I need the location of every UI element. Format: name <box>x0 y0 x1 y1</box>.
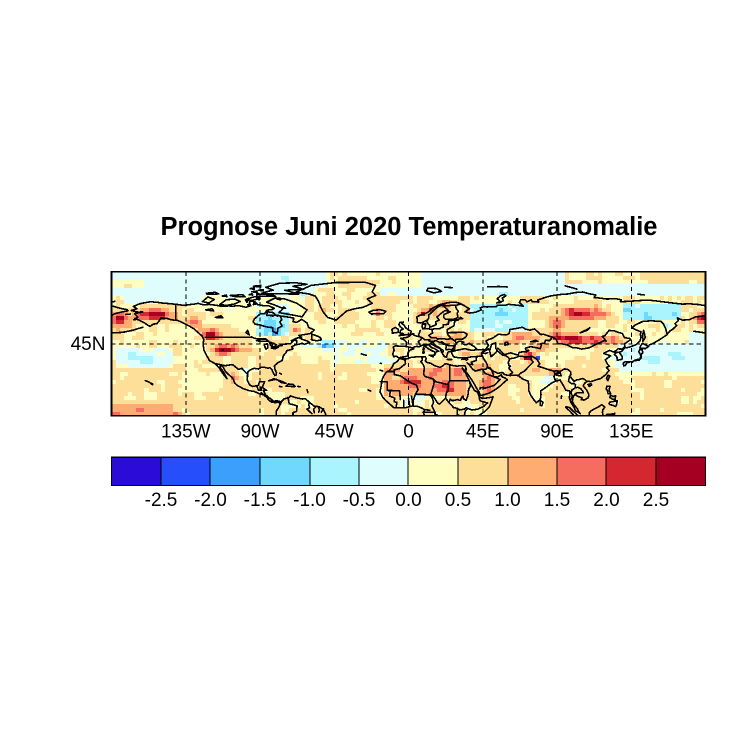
svg-text:1.0: 1.0 <box>494 490 520 511</box>
svg-text:90E: 90E <box>540 422 574 443</box>
svg-text:0: 0 <box>403 422 414 443</box>
svg-text:2.0: 2.0 <box>593 490 619 511</box>
svg-text:-2.5: -2.5 <box>145 490 178 511</box>
svg-text:45W: 45W <box>315 422 354 443</box>
svg-text:-1.5: -1.5 <box>244 490 277 511</box>
svg-text:135E: 135E <box>609 422 653 443</box>
svg-text:Prognose Juni 2020 Temperatura: Prognose Juni 2020 Temperaturanomalie <box>161 213 658 241</box>
svg-text:90W: 90W <box>240 422 279 443</box>
svg-text:-2.0: -2.0 <box>194 490 227 511</box>
svg-text:2.5: 2.5 <box>643 490 669 511</box>
svg-text:-0.5: -0.5 <box>343 490 376 511</box>
svg-text:135W: 135W <box>161 422 211 443</box>
svg-text:1.5: 1.5 <box>544 490 570 511</box>
svg-text:45E: 45E <box>466 422 500 443</box>
svg-text:-1.0: -1.0 <box>293 490 326 511</box>
svg-text:45N: 45N <box>71 334 106 355</box>
svg-text:0.5: 0.5 <box>445 490 471 511</box>
svg-text:0.0: 0.0 <box>395 490 421 511</box>
